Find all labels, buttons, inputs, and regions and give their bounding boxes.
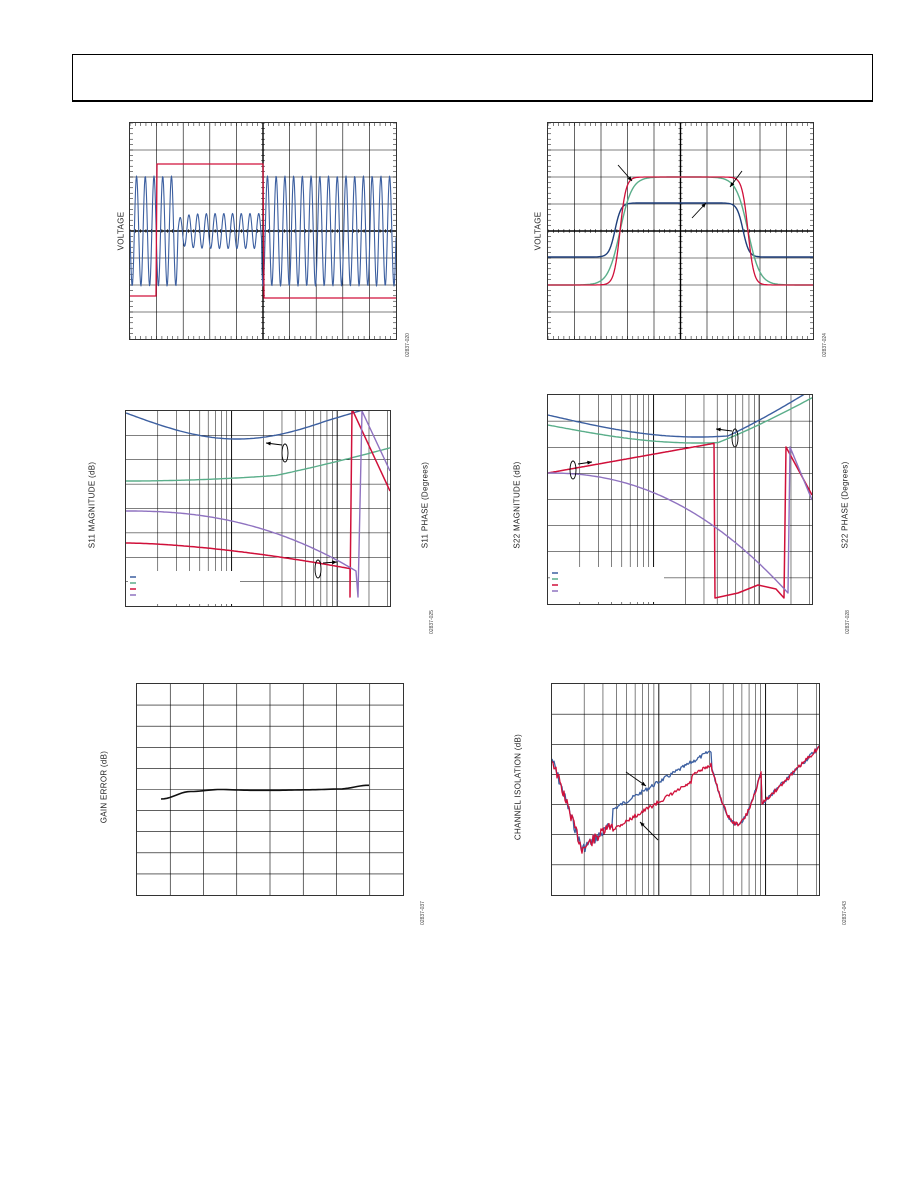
fig3-purple-trace: [126, 411, 390, 598]
fig2-arrow-left-head: [627, 176, 632, 181]
figure-6-plot: [551, 683, 820, 896]
fig4-red-trace: [548, 442, 812, 599]
figure-3-ylabel-left: S11 MAGNITUDE (dB): [87, 461, 97, 549]
figure-6-ylabel: CHANNEL ISOLATION (dB): [513, 733, 523, 841]
fig3-red-trace: [126, 411, 390, 598]
figure-2-ylabel: VOLTAGE: [533, 211, 543, 251]
fig6-arrow-bottom-head: [640, 822, 645, 827]
figure-2-plot: [547, 122, 814, 340]
fig3-arrow-phase-head: [332, 560, 337, 565]
fig3-arrow-mag-head: [266, 441, 271, 446]
fig2-navy-trace: [548, 202, 813, 258]
fig6-red-trace: [552, 745, 819, 854]
figure-4-svg: [548, 395, 812, 604]
figure-6-svg: [552, 684, 819, 895]
figure-1-ylabel: VOLTAGE: [116, 211, 126, 251]
fig3-green-trace: [126, 447, 390, 482]
figure-5-plot: [136, 683, 404, 896]
fig4-blue-trace: [548, 395, 805, 438]
figure-6-id: 02837-043: [842, 901, 848, 925]
fig4-ellipse-mag: [731, 428, 739, 448]
figure-4-plot: [547, 394, 813, 605]
fig1-red-trace: [130, 163, 396, 299]
fig6-arrow-top-head: [641, 781, 646, 786]
fig4-legend-box: [550, 567, 664, 602]
fig3-blue-trace: [126, 411, 362, 440]
fig4-green-trace: [548, 397, 812, 444]
fig4-arrow-mag-head: [716, 427, 721, 432]
fig4-purple-trace: [548, 446, 812, 594]
fig4-arrow-phase-head: [587, 460, 592, 465]
figure-5-ylabel: GAIN ERROR (dB): [99, 750, 109, 824]
fig5-gain-trace: [160, 784, 369, 800]
fig2-red-trace: [548, 176, 813, 286]
figure-4-id: 02837-028: [845, 610, 851, 634]
figure-1-id: 02837-020: [405, 333, 411, 357]
figure-3-id: 02837-025: [429, 610, 435, 634]
fig6-blue-trace: [552, 745, 819, 853]
page-header-box: [72, 54, 873, 102]
figure-5-id: 02837-037: [420, 901, 426, 925]
figure-2-id: 02837-024: [822, 333, 828, 357]
fig4-ellipse-phase: [569, 460, 577, 480]
figure-4-ylabel-right: S22 PHASE (Degrees): [840, 461, 850, 549]
figure-5-svg: [137, 684, 403, 895]
fig2-arrow-mid-head: [701, 203, 706, 208]
figure-1-plot: [129, 122, 397, 340]
figure-4-ylabel-left: S22 MAGNITUDE (dB): [512, 461, 522, 549]
figure-3-ylabel-right: S11 PHASE (Degrees): [420, 461, 430, 549]
figure-3-svg: [126, 411, 390, 606]
fig3-ellipse-phase: [314, 559, 322, 579]
fig2-arrow-right-head: [730, 182, 735, 187]
figure-3-plot: [125, 410, 391, 607]
figure-2-svg: [548, 123, 813, 339]
fig1-blue-trace: [130, 175, 396, 287]
fig3-legend-box: [128, 571, 240, 604]
fig3-ellipse-mag: [281, 443, 289, 463]
figure-1-svg: [130, 123, 396, 339]
